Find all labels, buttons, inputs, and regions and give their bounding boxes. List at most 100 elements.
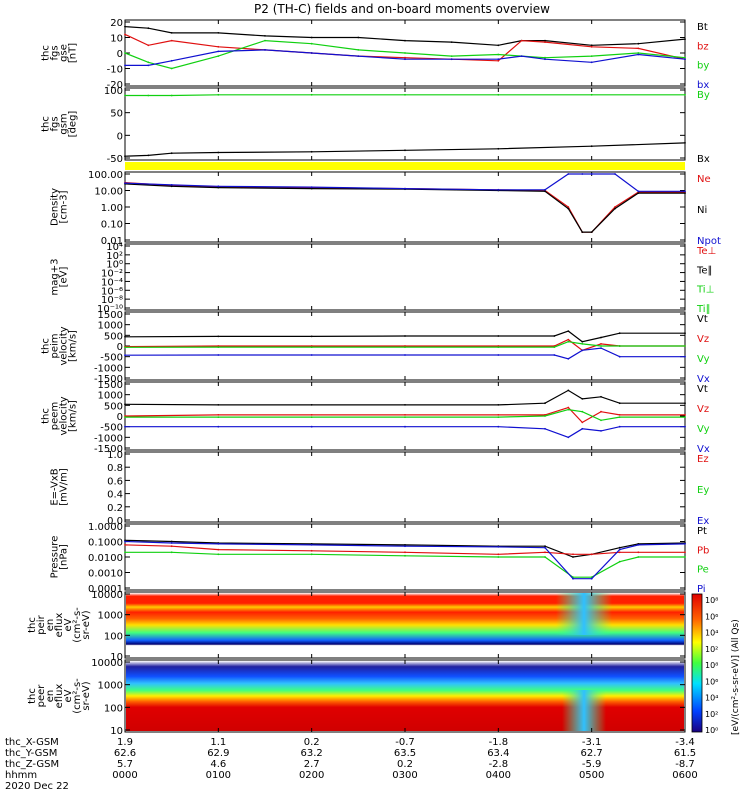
data-point <box>618 355 621 358</box>
data-point <box>497 556 500 558</box>
data-point <box>567 340 570 343</box>
y-label-line: sr-eV) <box>81 610 92 639</box>
data-point <box>124 544 126 546</box>
y-tick-label: 0.0100 <box>88 553 123 564</box>
data-point <box>404 335 406 337</box>
x-row-label: thc_X-GSM <box>5 737 59 748</box>
series-layer <box>124 25 686 580</box>
panel-fgs-gsm <box>124 87 686 161</box>
data-point <box>170 542 173 544</box>
panel-density <box>124 171 686 243</box>
y-tick-label: 1000 <box>98 321 123 332</box>
panel-temp <box>124 243 686 311</box>
panel-peem <box>124 381 686 451</box>
data-point <box>124 52 126 54</box>
data-point <box>404 425 406 428</box>
data-point <box>497 44 500 47</box>
y-label-line: [cm-3] <box>59 190 70 223</box>
data-point <box>124 335 126 338</box>
y-label-line: thc <box>41 116 52 132</box>
x-row-value: -3.1 <box>582 737 602 748</box>
data-point <box>581 340 584 343</box>
data-point <box>544 56 546 59</box>
data-point <box>357 55 360 57</box>
data-point <box>520 39 523 42</box>
legend-item: By <box>697 90 710 101</box>
y-tick-label: 0.8 <box>107 463 123 474</box>
data-point <box>614 207 616 210</box>
y-label-line: (cm²-s- <box>72 607 83 643</box>
data-point <box>618 345 621 347</box>
data-point <box>217 335 220 338</box>
data-point <box>147 44 150 47</box>
y-label-line: fgs <box>50 45 61 60</box>
data-point <box>310 150 313 153</box>
data-point <box>618 332 621 335</box>
data-point <box>572 553 574 556</box>
y-tick-label: 1000 <box>98 681 123 692</box>
legend-item: Npot <box>697 236 721 247</box>
y-label-line: E=-VxB <box>50 468 61 505</box>
data-point <box>264 49 266 51</box>
legend-item: Vy <box>697 424 710 435</box>
data-point <box>684 93 686 96</box>
legend-item: Pi <box>697 584 706 595</box>
data-point <box>147 61 150 64</box>
legend-item: Vx <box>697 444 710 455</box>
x-row-value: 62.6 <box>114 748 136 759</box>
data-point <box>544 41 546 43</box>
colorbar <box>691 593 703 733</box>
legend-item: Vy <box>697 354 710 365</box>
data-point <box>170 59 173 62</box>
data-point <box>684 414 686 416</box>
data-point <box>404 404 406 406</box>
colorbar-tick: 10⁸ <box>705 596 718 605</box>
y-tick-label: -1000 <box>94 363 123 374</box>
data-point <box>310 544 313 546</box>
data-point <box>170 67 173 70</box>
y-label-line: eV <box>63 618 74 631</box>
legend-layer: BtbzbybxByBxNeNiNpotTe⊥Te∥Ti⊥Ti∥VtVzVyVx… <box>696 22 721 595</box>
y-label-line: peim <box>50 333 61 358</box>
data-point <box>170 540 173 543</box>
x-row-value: 0100 <box>206 770 231 781</box>
data-point <box>567 207 570 210</box>
data-point <box>170 545 173 548</box>
data-point <box>614 206 616 208</box>
colorbar-tick: 10² <box>705 645 718 654</box>
y-label-line: velocity <box>59 326 70 365</box>
data-point <box>553 354 556 356</box>
data-point <box>404 551 406 554</box>
data-point <box>497 425 500 428</box>
colorbar-ticks: 10⁸ 10⁶ 10⁴ 10² 10⁸ 10⁶ 10⁴ 10² 10⁰ <box>705 596 718 735</box>
y-axis-label: mag+3[eV] <box>50 259 70 296</box>
y-label-line: [eV] <box>59 267 70 288</box>
y-tick-label: 0.4 <box>107 490 123 501</box>
x-row-value: 4.6 <box>210 759 226 770</box>
data-point <box>618 425 621 428</box>
data-point <box>124 425 126 428</box>
data-point <box>567 173 570 175</box>
data-point <box>684 402 686 405</box>
legend-item: Ey <box>697 485 709 496</box>
data-point <box>637 52 640 54</box>
time-axis: thc_X-GSM 1.9 1.1 0.2 -0.7 -1.8 -3.1 -3.4 thc_Y-… <box>5 737 698 792</box>
data-point <box>217 32 220 34</box>
data-point <box>310 187 313 190</box>
series-line <box>124 544 685 555</box>
data-point <box>590 61 593 64</box>
y-label-line: [km/s] <box>68 400 79 432</box>
y-label-line: [mV/m] <box>59 468 70 506</box>
x-row-value: 62.9 <box>207 748 229 759</box>
legend-item: Bt <box>697 22 708 33</box>
data-point <box>404 545 406 548</box>
data-point <box>567 406 570 409</box>
y-label-line: thc <box>27 617 38 633</box>
y-tick-label: 10⁰ <box>106 260 123 271</box>
legend-item: Bx <box>697 154 710 165</box>
y-tick-label: 100 <box>104 86 123 97</box>
y-label-line: gse <box>59 44 70 62</box>
data-point <box>590 145 593 148</box>
data-point <box>590 93 593 96</box>
